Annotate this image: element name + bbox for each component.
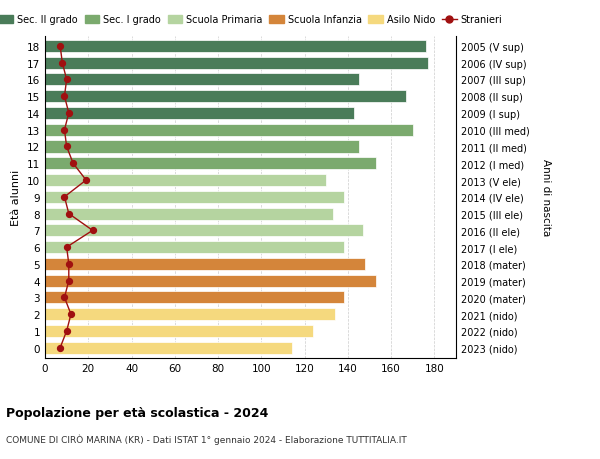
Y-axis label: Anni di nascita: Anni di nascita (541, 159, 551, 236)
Point (64, 277, 74, 285)
Bar (45, 91, 406, 103)
Point (58, 60, 67, 67)
Point (59, 127, 69, 134)
Bar (45, 208, 332, 220)
Bar (45, 275, 376, 287)
Point (66, 311, 76, 318)
Bar (45, 325, 313, 337)
Bar (45, 74, 359, 86)
Point (64, 210, 74, 218)
Point (59, 194, 69, 201)
Bar (45, 141, 359, 153)
Bar (45, 191, 344, 203)
Point (62, 77, 71, 84)
Bar (45, 292, 344, 304)
Y-axis label: Età alunni: Età alunni (11, 169, 22, 225)
Point (62, 244, 71, 251)
Bar (45, 241, 344, 253)
Bar (45, 41, 426, 53)
Point (55, 344, 65, 352)
Text: Popolazione per età scolastica - 2024: Popolazione per età scolastica - 2024 (6, 406, 268, 419)
Legend: Sec. II grado, Sec. I grado, Scuola Primaria, Scuola Infanzia, Asilo Nido, Stran: Sec. II grado, Sec. I grado, Scuola Prim… (0, 16, 502, 25)
Point (64, 110, 74, 118)
Point (68, 160, 78, 168)
Bar (45, 308, 335, 320)
Bar (45, 225, 363, 237)
Bar (45, 158, 376, 170)
Point (64, 261, 74, 268)
Bar (45, 342, 292, 354)
Bar (45, 57, 428, 69)
Bar (45, 258, 365, 270)
Text: COMUNE DI CIRÒ MARINA (KR) - Dati ISTAT 1° gennaio 2024 - Elaborazione TUTTITALI: COMUNE DI CIRÒ MARINA (KR) - Dati ISTAT … (6, 434, 407, 444)
Bar (45, 174, 326, 187)
Bar (45, 108, 355, 120)
Point (59, 294, 69, 302)
Point (81, 177, 91, 185)
Point (59, 93, 69, 101)
Point (55, 43, 65, 50)
Point (62, 144, 71, 151)
Point (88, 227, 97, 235)
Point (62, 328, 71, 335)
Bar (45, 124, 413, 136)
